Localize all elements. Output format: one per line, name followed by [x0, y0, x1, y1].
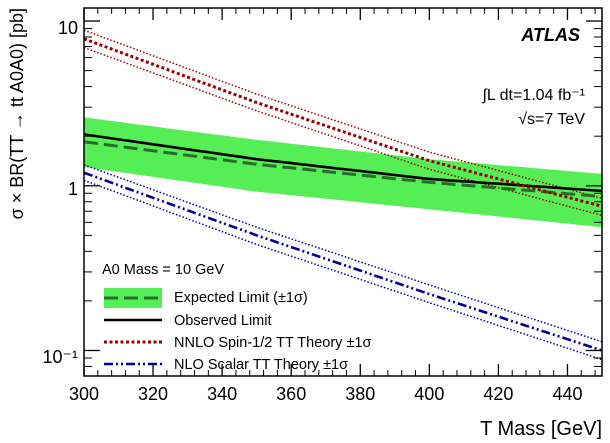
scalar-band-high	[84, 164, 602, 343]
series-lines	[84, 29, 602, 361]
legend-header: A0 Mass = 10 GeV	[102, 262, 224, 278]
y-axis-title: σ × BR(TT → tt A0A0) [pb]	[7, 8, 27, 219]
spin-half-band-high	[84, 29, 602, 199]
legend-entry-expected: Expected Limit (±1σ)	[174, 290, 308, 306]
x-tick-label: 380	[345, 384, 375, 404]
y-tick-label: 1	[68, 179, 78, 199]
lumi-label: ∫L dt=1.04 fb⁻¹	[481, 87, 585, 104]
scalar-line	[84, 171, 602, 352]
plot-frame	[83, 7, 603, 377]
legend-keys	[104, 288, 162, 366]
spin-half-line	[84, 37, 602, 208]
y-tick-label: 10	[58, 18, 78, 38]
y-tick-label: 10⁻¹	[42, 347, 78, 367]
legend-entry-spin-half: NNLO Spin-1/2 TT Theory ±1σ	[174, 335, 371, 351]
legend: A0 Mass = 10 GeV Expected Limit (±1σ) Ob…	[102, 262, 371, 373]
x-tick-label: 360	[276, 384, 306, 404]
x-tick-label: 440	[552, 384, 582, 404]
atlas-label: ATLAS	[520, 25, 580, 45]
x-tick-label: 420	[483, 384, 513, 404]
spin-half-band-low	[84, 46, 602, 217]
scalar-band-low	[84, 179, 602, 361]
expected-line	[84, 140, 602, 199]
x-tick-label: 320	[138, 384, 168, 404]
legend-entry-scalar: NLO Scalar TT Theory ±1σ	[174, 357, 348, 373]
x-tick-labels: 300 320 340 360 380 400 420 440	[69, 384, 583, 404]
observed-line	[84, 133, 602, 193]
x-tick-label: 300	[69, 384, 99, 404]
energy-label: √s=7 TeV	[518, 111, 585, 128]
x-tick-label: 340	[207, 384, 237, 404]
y-tick-labels: 10 1 10⁻¹	[42, 18, 78, 367]
axis-ticks	[83, 8, 602, 376]
x-tick-label: 400	[414, 384, 444, 404]
legend-entry-observed: Observed Limit	[174, 313, 272, 329]
x-axis-title: T Mass [GeV]	[480, 418, 602, 440]
